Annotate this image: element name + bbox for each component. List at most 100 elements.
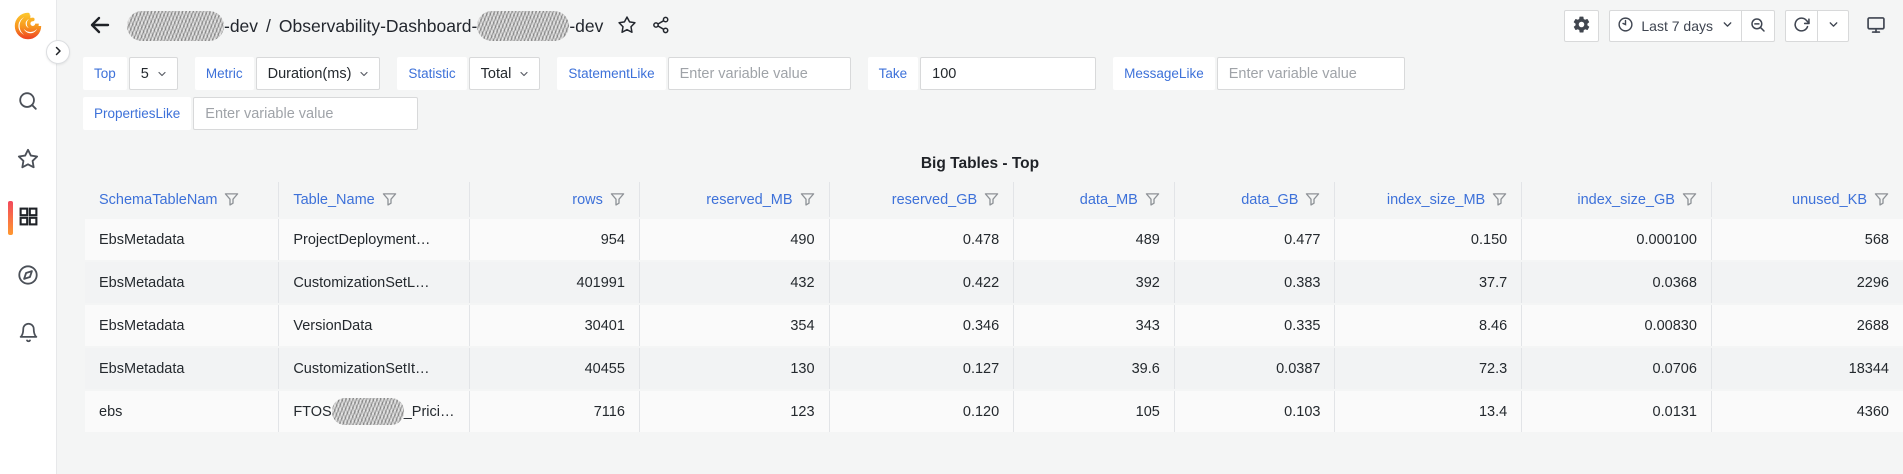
column-header-label[interactable]: index_size_MB — [1386, 191, 1486, 208]
filter-funnel-icon[interactable] — [1492, 192, 1507, 207]
filter-funnel-icon[interactable] — [382, 192, 397, 207]
column-header-label[interactable]: rows — [572, 191, 603, 208]
table-cell: 490 — [639, 218, 830, 262]
filter-funnel-icon[interactable] — [984, 192, 999, 207]
refresh-button[interactable] — [1785, 10, 1818, 42]
filter-funnel-icon[interactable] — [1305, 192, 1320, 207]
arrow-left-icon — [88, 13, 112, 40]
table-cell: 39.6 — [1013, 347, 1175, 391]
variable-input-messagelike[interactable] — [1216, 57, 1405, 90]
table-cell: 0.478 — [829, 218, 1015, 262]
filter-funnel-icon[interactable] — [1145, 192, 1160, 207]
sidebar-item-search[interactable] — [0, 73, 56, 131]
table-cell: 18344 — [1711, 347, 1903, 391]
sidebar-expand-button[interactable] — [46, 40, 70, 64]
table-cell: 0.0131 — [1521, 390, 1712, 434]
column-header-label[interactable]: reserved_GB — [891, 191, 978, 208]
table-row: EbsMetadata CustomizationSetL… 401991 432 0.… — [85, 261, 1903, 305]
variable-input-propertieslike[interactable] — [193, 97, 419, 130]
table-cell: CustomizationSetIt… — [278, 347, 470, 391]
magnifier-minus-icon — [1749, 16, 1767, 37]
breadcrumb-dashboard-suffix: -dev — [569, 15, 604, 36]
refresh-icon — [1793, 16, 1810, 36]
breadcrumb-env-suffix: -dev — [224, 15, 259, 36]
variable-statementlike: StatementLike — [557, 57, 851, 90]
column-header-table_name[interactable]: Table_Name — [278, 182, 470, 219]
sidebar-item-alerting[interactable] — [0, 305, 56, 363]
variable-input-take[interactable] — [920, 57, 1097, 90]
column-header-unused_kb[interactable]: unused_KB — [1711, 182, 1903, 219]
clock-icon — [1617, 16, 1634, 36]
column-header-data_mb[interactable]: data_MB — [1013, 182, 1175, 219]
variable-select-statistic[interactable]: Total — [468, 57, 541, 90]
chevron-down-icon — [156, 68, 168, 80]
table-cell: 37.7 — [1334, 261, 1523, 305]
table-cell: EbsMetadata — [85, 304, 280, 348]
filter-funnel-icon[interactable] — [610, 192, 625, 207]
dashboard-variables: Top 5 Metric Duration(ms) Statistic Total Stat… — [57, 52, 1903, 130]
column-header-data_gb[interactable]: data_GB — [1174, 182, 1336, 219]
table-cell: 72.3 — [1334, 347, 1523, 391]
kiosk-mode-button[interactable] — [1859, 10, 1893, 42]
panel-big-tables: Big Tables - Top SchemaTableNam Table_Nam… — [57, 152, 1903, 434]
refresh-interval-dropdown[interactable] — [1817, 10, 1849, 42]
table-header-row: SchemaTableNam Table_Name rows reserved_MB r… — [85, 182, 1903, 219]
table-cell: 8.46 — [1334, 304, 1523, 348]
column-header-label[interactable]: data_MB — [1079, 191, 1138, 208]
column-header-reserved_gb[interactable]: reserved_GB — [829, 182, 1015, 219]
gear-icon — [1572, 15, 1591, 37]
column-header-schematablenam[interactable]: SchemaTableNam — [85, 182, 280, 219]
time-range-picker[interactable]: Last 7 days — [1609, 10, 1742, 42]
table-cell: 4360 — [1711, 390, 1903, 434]
variables-row-1: Top 5 Metric Duration(ms) Statistic Total Stat… — [83, 57, 1893, 90]
panel-title[interactable]: Big Tables - Top — [920, 155, 1040, 172]
breadcrumb-dashboard-name: Observability-Dashboard- — [278, 15, 478, 36]
table-cell: FTOS _Prici… — [278, 390, 470, 434]
column-header-label[interactable]: unused_KB — [1792, 191, 1867, 208]
variable-label: Statistic — [397, 57, 467, 90]
back-button[interactable] — [83, 9, 117, 43]
chevron-down-icon — [1827, 18, 1840, 34]
chevron-down-icon — [358, 68, 370, 80]
star-icon — [17, 148, 39, 173]
filter-funnel-icon[interactable] — [1682, 192, 1697, 207]
variable-select-top[interactable]: 5 — [128, 57, 178, 90]
monitor-icon — [1866, 15, 1886, 38]
column-header-label[interactable]: SchemaTableNam — [99, 191, 218, 208]
sidebar-item-explore[interactable] — [0, 247, 56, 305]
chevron-down-icon — [1721, 18, 1734, 34]
table-cell: EbsMetadata — [85, 218, 280, 262]
column-header-index_size_mb[interactable]: index_size_MB — [1334, 182, 1523, 219]
sidebar-item-starred[interactable] — [0, 131, 56, 189]
variable-input-statementlike[interactable] — [667, 57, 851, 90]
column-header-label[interactable]: reserved_MB — [706, 191, 793, 208]
column-header-label[interactable]: Table_Name — [293, 191, 375, 208]
filter-funnel-icon[interactable] — [1874, 192, 1889, 207]
variable-select-metric[interactable]: Duration(ms) — [255, 57, 381, 90]
table-cell: 0.000100 — [1521, 218, 1712, 262]
favorite-star-button[interactable] — [617, 15, 637, 38]
column-header-label[interactable]: data_GB — [1241, 191, 1299, 208]
filter-funnel-icon[interactable] — [800, 192, 815, 207]
table-cell: 130 — [639, 347, 830, 391]
breadcrumb[interactable]: -dev / Observability-Dashboard- -dev — [127, 11, 603, 41]
table-cell: 432 — [639, 261, 830, 305]
column-header-index_size_gb[interactable]: index_size_GB — [1521, 182, 1712, 219]
table-cell: 2688 — [1711, 304, 1903, 348]
zoom-out-time-button[interactable] — [1741, 10, 1775, 42]
variable-label: Top — [83, 57, 127, 90]
column-header-label[interactable]: index_size_GB — [1577, 191, 1675, 208]
table-cell: 0.0387 — [1174, 347, 1336, 391]
table-cell: CustomizationSetL… — [278, 261, 470, 305]
grafana-logo-icon[interactable] — [11, 9, 45, 43]
column-header-rows[interactable]: rows — [469, 182, 640, 219]
table-cell: 2296 — [1711, 261, 1903, 305]
variable-propertieslike: PropertiesLike — [83, 97, 419, 130]
star-icon — [617, 15, 637, 38]
sidebar-item-dashboards[interactable] — [0, 189, 56, 247]
share-button[interactable] — [651, 15, 671, 38]
column-header-reserved_mb[interactable]: reserved_MB — [639, 182, 830, 219]
variable-statistic: Statistic Total — [397, 57, 541, 90]
filter-funnel-icon[interactable] — [224, 192, 239, 207]
dashboard-settings-button[interactable] — [1564, 10, 1600, 42]
